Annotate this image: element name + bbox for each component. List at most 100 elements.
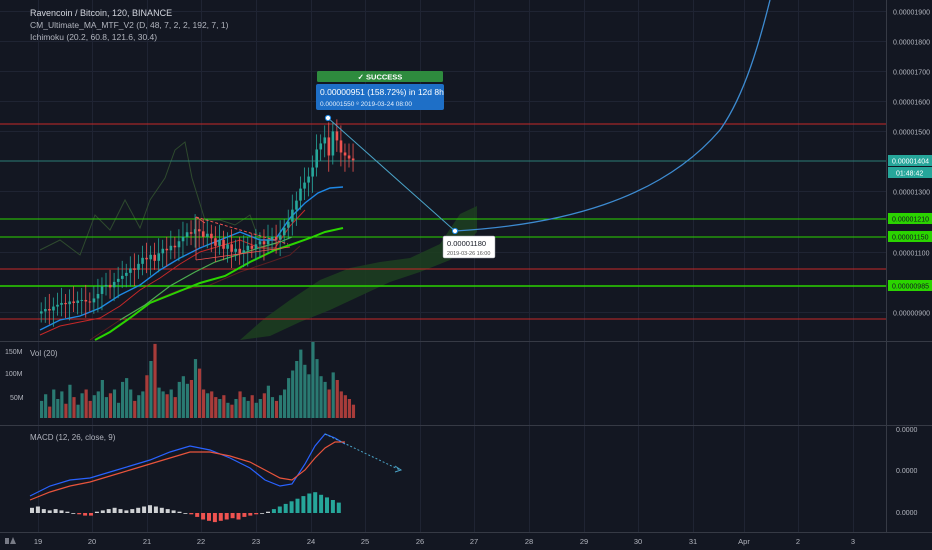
candle-body: [40, 311, 43, 314]
time-tick: 21: [143, 537, 151, 546]
macd-histogram-bar: [283, 503, 288, 513]
triangle-lines: [195, 216, 291, 261]
volume-bar: [323, 381, 327, 418]
macd-histogram-bar: [65, 511, 70, 513]
candle-body: [270, 236, 274, 240]
moving-averages: [39, 186, 344, 341]
macd-histogram-bar: [30, 507, 34, 513]
time-axis[interactable]: 19 20 21 22 23 24 25 26 27 28 29 30 31 Apr 2 3: [34, 537, 855, 546]
volume-bar: [214, 397, 218, 418]
candle-body: [169, 245, 173, 251]
volume-bar: [210, 391, 214, 418]
macd-histogram-bar: [242, 513, 247, 517]
candle-body: [315, 149, 318, 168]
volume-bar: [193, 359, 198, 418]
projection-end-point: [451, 227, 459, 235]
volume-bar: [177, 381, 181, 418]
candle-body: [226, 244, 229, 249]
candle-body: [181, 236, 185, 242]
candle-body: [133, 268, 136, 270]
volume-bar: [206, 393, 210, 418]
macd-histogram-bar: [313, 492, 318, 513]
macd-histogram-bar: [100, 510, 105, 513]
indicator-legend-ma[interactable]: CM_Ultimate_MA_MTF_V2 (D, 48, 7, 2, 2, 1…: [30, 20, 229, 30]
candle-body: [222, 239, 225, 249]
candle-body: [323, 137, 327, 144]
candle-body: [218, 239, 221, 246]
macd-histogram-bar: [159, 507, 164, 513]
volume-bar: [44, 394, 48, 418]
symbol-title[interactable]: Ravencoin / Bitcoin, 120, BINANCE: [30, 8, 172, 18]
macd-histogram-bar: [336, 502, 341, 513]
time-tick: 3: [851, 537, 855, 546]
macd-histogram-bar: [307, 493, 312, 513]
candle-body: [250, 245, 254, 249]
candle-body: [84, 299, 88, 302]
candle-body: [165, 248, 169, 251]
candle-body: [48, 308, 51, 311]
candle-body: [141, 257, 144, 264]
signal-line: [29, 441, 345, 501]
volume-bar: [169, 389, 173, 418]
candle-body: [262, 241, 266, 245]
volume-bar: [246, 400, 250, 418]
lagging-span: [39, 141, 276, 256]
projection-point-label[interactable]: 0.00001180 2019-03-26 16:00: [442, 235, 496, 259]
macd-histogram-bar: [118, 509, 123, 513]
volume-bar: [96, 391, 100, 418]
volume-bar: [303, 364, 307, 418]
volume-bar: [64, 403, 68, 418]
macd-projection-arrow: [394, 465, 403, 473]
macd-histogram-bar: [260, 513, 265, 514]
volume-bar: [165, 394, 169, 418]
volume-bar: [116, 402, 121, 418]
time-tick: 19: [34, 537, 42, 546]
macd-histogram-bar: [112, 507, 117, 513]
candle-body: [311, 167, 314, 177]
success-badge[interactable]: ✓ SUCCESS: [317, 71, 443, 82]
candle-body: [283, 227, 286, 236]
candle-body: [327, 137, 331, 156]
macd-histogram-bar: [77, 513, 82, 515]
volume-bar: [76, 404, 80, 418]
drawing-tools[interactable]: [195, 0, 771, 261]
volume-bar: [84, 389, 88, 418]
volume-bar: [104, 397, 108, 418]
indicator-legend-ichimoku[interactable]: Ichimoku (20.2, 60.8, 121.6, 30.4): [30, 32, 157, 42]
candle-body: [137, 263, 140, 270]
volume-bar: [88, 400, 92, 418]
tradingview-logo-icon[interactable]: [5, 537, 16, 544]
volume-title: Vol (20): [30, 349, 58, 358]
candle-body: [295, 200, 298, 210]
candle-body: [238, 248, 242, 254]
volume-bar: [250, 395, 254, 418]
volume-bar: [129, 389, 133, 418]
triangle-upper-line: [195, 216, 289, 245]
macd-histogram-bar: [277, 506, 282, 513]
macd-histogram-bar: [106, 509, 111, 513]
volume-bar: [242, 397, 246, 418]
candle-body: [76, 300, 80, 303]
volume-bar: [319, 376, 323, 418]
projection-target-box[interactable]: 0.00000951 (158.72%) in 12d 8h 0.0000155…: [316, 84, 444, 110]
candle-body: [88, 301, 92, 303]
time-tick: 2: [796, 537, 800, 546]
time-tick: Apr: [738, 537, 750, 546]
candle-body: [108, 284, 112, 288]
candle-body: [331, 131, 335, 156]
level-text-2: 0.00001150: [892, 235, 929, 242]
candle-body: [145, 257, 148, 260]
ma-red: [39, 209, 306, 336]
point-date-text: 2019-03-26 16:00: [447, 251, 490, 257]
candle-body: [56, 304, 59, 307]
macd-histogram-bar: [47, 510, 52, 513]
candle-body: [44, 308, 47, 312]
price-axis[interactable]: 0.00001900 0.00001800 0.00001700 0.00001…: [888, 10, 932, 318]
volume-bar: [331, 372, 335, 418]
macd-histogram-bar: [254, 513, 259, 515]
price-tick: 0.00001800: [893, 40, 930, 47]
volume-bar: [262, 393, 266, 418]
macd-histogram-bar: [83, 513, 88, 516]
candle-body: [303, 182, 306, 189]
